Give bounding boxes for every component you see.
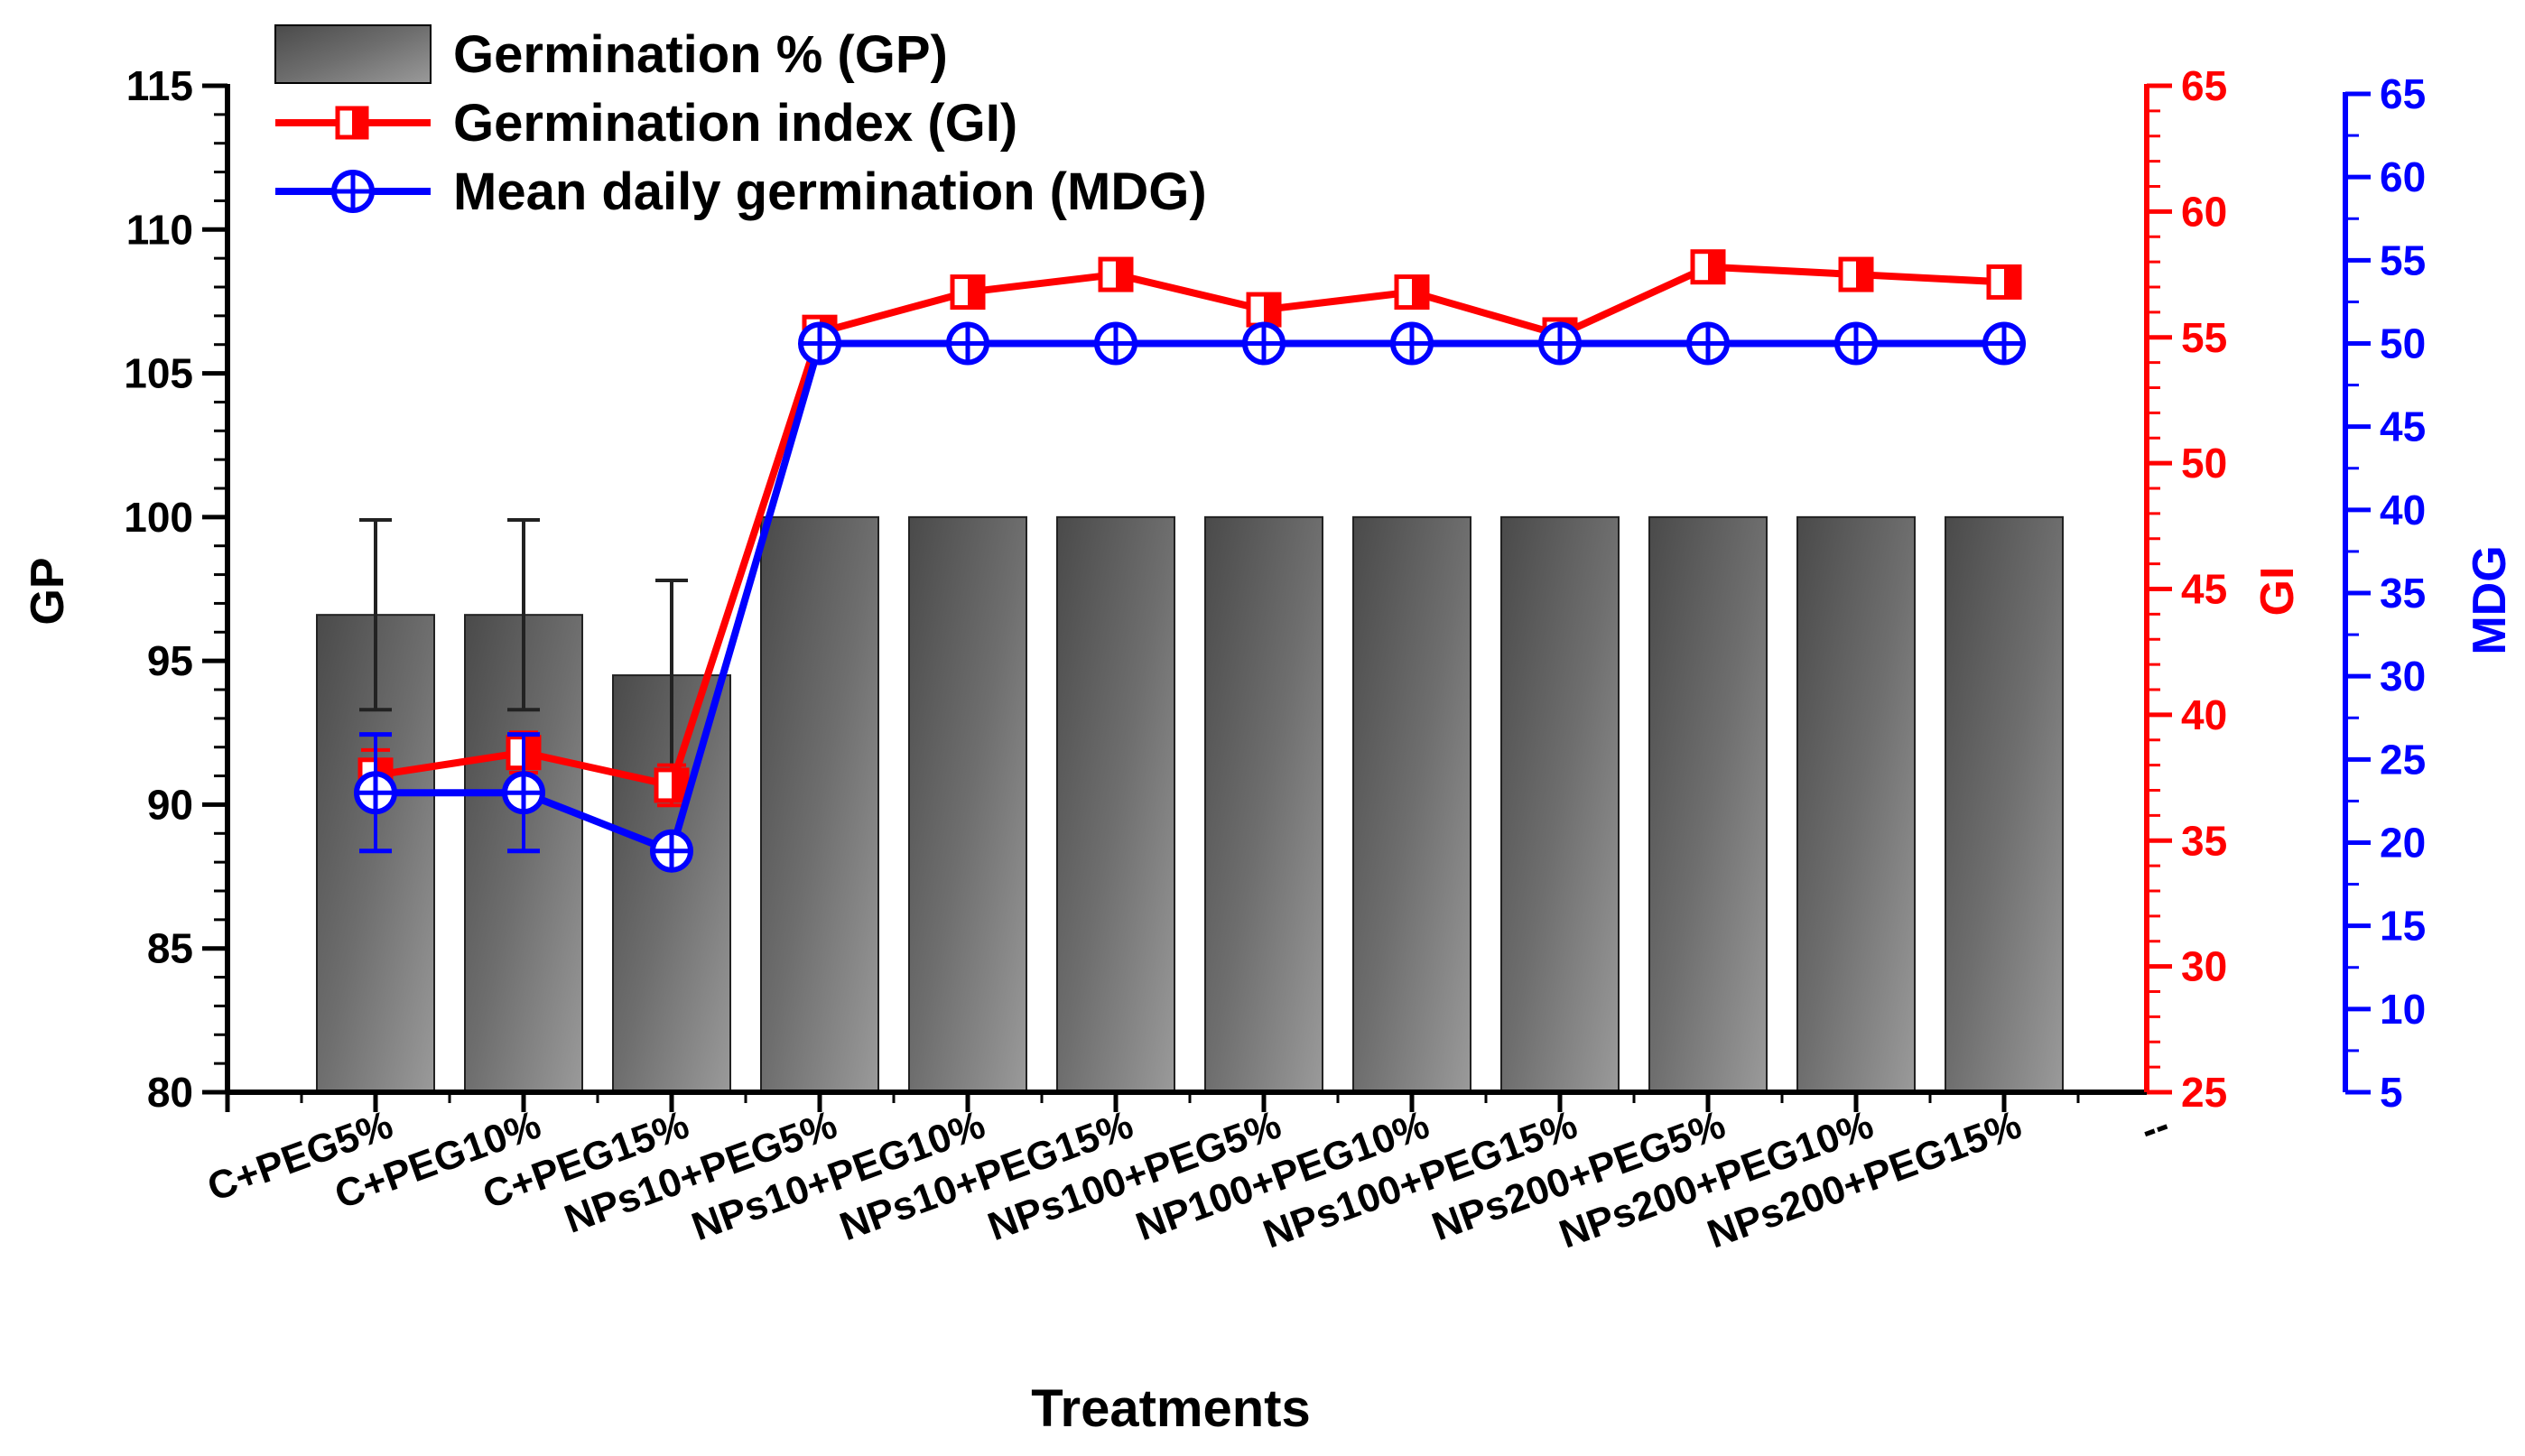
- mdg-axis-title: MDG: [2464, 545, 2516, 654]
- mdg-tick-label-15: 15: [2380, 903, 2426, 950]
- point-gi-fill-5: [1116, 259, 1131, 291]
- gp-axis-title: GP: [22, 557, 74, 625]
- bars-layer: [316, 515, 2064, 1093]
- bar-gp-5: [1056, 515, 1175, 1093]
- mdg-tick-label-10: 10: [2380, 986, 2426, 1033]
- bar-gp-8: [1500, 515, 1620, 1093]
- mdg-tick-label-35: 35: [2380, 570, 2426, 617]
- point-gi-fill-9: [1708, 251, 1723, 283]
- gp-tick-label-80: 80: [147, 1069, 193, 1116]
- bar-gp-10: [1796, 515, 1916, 1093]
- line-mdg: [376, 339, 2004, 855]
- mdg-tick-label-5: 5: [2380, 1069, 2403, 1116]
- bar-gp-9: [1648, 515, 1768, 1093]
- gi-tick-label-25: 25: [2181, 1069, 2227, 1116]
- gi-axis-title: GI: [2251, 567, 2304, 617]
- lines-layer: [354, 249, 2026, 873]
- mdg-tick-label-25: 25: [2380, 736, 2426, 783]
- legend: Germination % (GP) Germination index (GI…: [274, 24, 1207, 221]
- mdg-tick-label-60: 60: [2380, 153, 2426, 200]
- bar-gp-4: [908, 515, 1027, 1093]
- mdg-tick-label-30: 30: [2380, 653, 2426, 700]
- gi-tick-label-55: 55: [2181, 314, 2227, 361]
- bar-gp-7: [1352, 515, 1471, 1093]
- legend-label-gp: Germination % (GP): [453, 25, 948, 84]
- gi-tick-label-45: 45: [2181, 566, 2227, 613]
- gi-tick-label-65: 65: [2181, 62, 2227, 109]
- mdg-tick-label-65: 65: [2380, 70, 2426, 117]
- bar-gp-3: [760, 515, 879, 1093]
- legend-label-gi: Germination index (GI): [453, 94, 1017, 153]
- point-gi-fill-7: [1412, 276, 1427, 308]
- point-gi-fill-11: [2004, 266, 2019, 298]
- gp-tick-label-85: 85: [147, 925, 193, 972]
- point-gi-fill-10: [1856, 259, 1871, 291]
- mdg-tick-label-40: 40: [2380, 487, 2426, 533]
- x-tick-label-12: --: [2135, 1102, 2175, 1153]
- gp-tick-label-105: 105: [124, 350, 193, 397]
- point-gi-fill-1: [524, 737, 539, 768]
- legend-swatch-gp: [274, 24, 432, 84]
- gi-tick-label-50: 50: [2181, 440, 2227, 487]
- point-gi-fill-4: [968, 276, 983, 308]
- x-axis-title: Treatments: [1031, 1379, 1310, 1438]
- gp-tick-label-95: 95: [147, 637, 193, 684]
- point-gi-fill-2: [672, 769, 687, 801]
- gi-tick-label-30: 30: [2181, 943, 2227, 990]
- mdg-tick-label-45: 45: [2380, 403, 2426, 450]
- gp-tick-label-115: 115: [126, 62, 193, 109]
- bar-gp-6: [1204, 515, 1323, 1093]
- point-gi-fill-6: [1264, 294, 1279, 326]
- mdg-tick-label-50: 50: [2380, 320, 2426, 367]
- gi-tick-label-40: 40: [2181, 691, 2227, 738]
- legend-label-mdg: Mean daily germination (MDG): [453, 162, 1207, 221]
- mdg-tick-label-20: 20: [2380, 820, 2426, 867]
- gi-tick-label-60: 60: [2181, 188, 2227, 235]
- gp-tick-label-110: 110: [126, 206, 193, 253]
- gp-tick-label-90: 90: [147, 781, 193, 828]
- mdg-tick-label-55: 55: [2380, 236, 2426, 283]
- bar-gp-11: [1945, 515, 2064, 1093]
- line-gi: [375, 263, 2005, 789]
- gi-tick-label-35: 35: [2181, 817, 2227, 864]
- gp-tick-label-100: 100: [124, 494, 193, 541]
- legend-marker-gi-fill: [352, 108, 367, 137]
